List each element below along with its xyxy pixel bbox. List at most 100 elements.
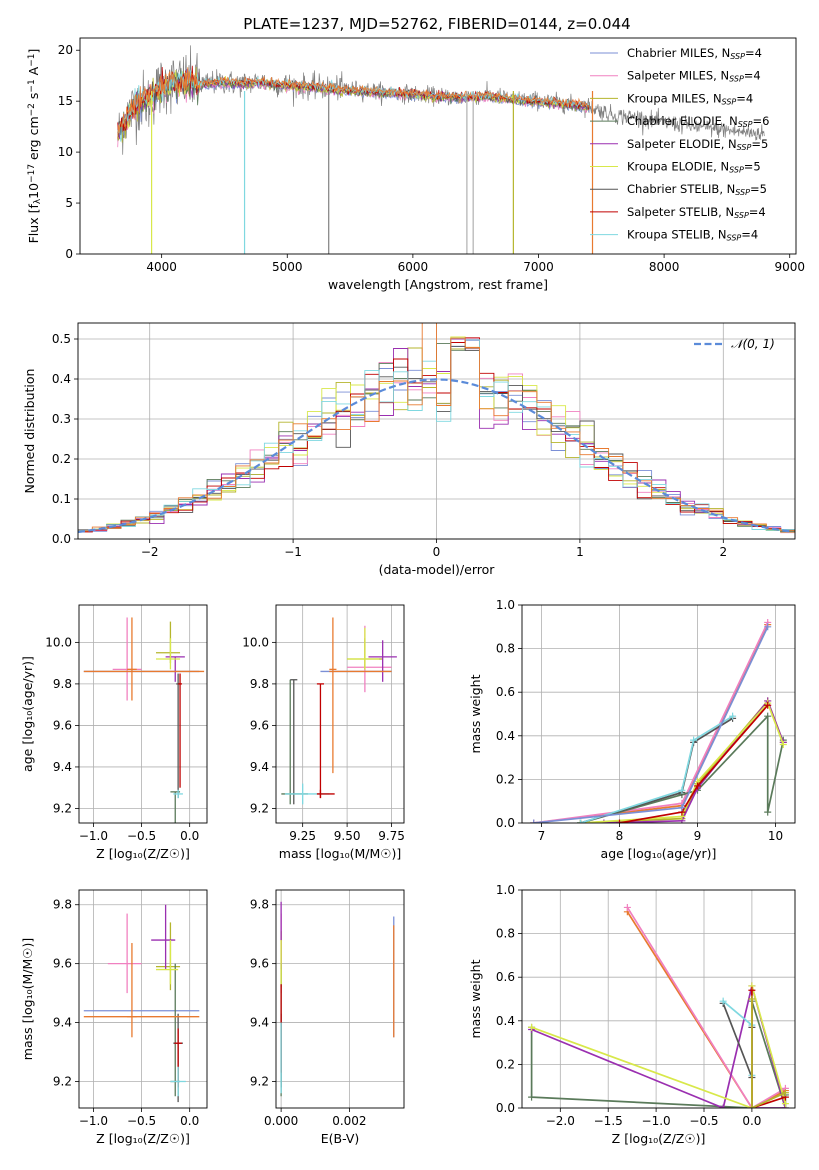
y-tick-label: 9.8 <box>250 677 269 691</box>
figure-title: PLATE=1237, MJD=52762, FIBERID=0144, z=0… <box>243 15 630 33</box>
y-tick-label: 9.4 <box>250 760 269 774</box>
x-axis-label: Z [log₁₀(Z/Z☉)] <box>612 1131 706 1146</box>
x-axis-label: mass [log₁₀(M/M☉)] <box>279 846 401 861</box>
mass-weight-marker <box>779 741 787 749</box>
plot-mass_vs_ebv: 0.000 0.002 9.2 9.4 9.6 9.8 E(B-V) <box>250 889 405 1146</box>
y-tick-label: 20 <box>58 43 73 57</box>
y-tick-label: 9.2 <box>250 1074 269 1088</box>
mass-weight-marker <box>528 1023 536 1031</box>
y-tick-label: 0.4 <box>496 729 515 743</box>
x-tick-label: −2 <box>141 545 159 559</box>
x-tick-label: −0.5 <box>689 1114 718 1128</box>
mass-weight-marker <box>764 701 772 709</box>
mass-weight-marker <box>748 986 756 994</box>
plot-area <box>276 605 404 823</box>
x-tick-label: 6000 <box>398 260 429 274</box>
mass-weight-line <box>626 911 786 1108</box>
legend-entry: Kroupa MILES, NSSP=4 <box>627 91 753 106</box>
mass-weight-marker <box>764 808 772 816</box>
legend-entry: Kroupa STELIB, NSSP=4 <box>627 228 758 243</box>
x-tick-label: 9.25 <box>289 829 316 843</box>
plot-mass_vs_z: −1.0 −0.5 0.0 9.2 9.4 9.6 9.8 Z [log₁₀(Z/Z☉)] ma… <box>20 889 208 1146</box>
x-tick-label: 0.0 <box>742 1114 761 1128</box>
mass-weight-marker <box>623 903 631 911</box>
legend-entry: Chabrier ELODIE, NSSP=6 <box>627 114 769 129</box>
y-tick-label: 0.8 <box>496 927 515 941</box>
y-tick-label: 0.8 <box>496 642 515 656</box>
y-tick-label: 0.0 <box>52 532 71 546</box>
plot-content <box>530 618 787 823</box>
x-axis-label: E(B-V) <box>321 1131 360 1146</box>
y-axis-label: mass weight <box>468 959 483 1038</box>
x-tick-label: 0.0 <box>180 829 199 843</box>
y-tick-label: 0.3 <box>52 412 71 426</box>
y-tick-label: 0.4 <box>52 372 71 386</box>
plot-age_vs_mass: 9.25 9.50 9.75 9.2 9.4 9.6 9.8 10.0 mass [log₁₀(… <box>242 604 405 861</box>
axes-frame <box>78 889 208 1109</box>
y-tick-label: 0.0 <box>496 1101 515 1115</box>
y-tick-label: 10.0 <box>45 635 72 649</box>
x-axis-label: (data-model)/error <box>379 562 496 577</box>
y-axis-label: age [log₁₀(age/yr)] <box>20 656 35 772</box>
plot-content <box>78 323 795 534</box>
x-tick-label: 0.0 <box>180 1114 199 1128</box>
y-tick-label: 0.4 <box>496 1014 515 1028</box>
y-tick-label: 9.4 <box>53 760 72 774</box>
mass-weight-line <box>580 715 734 823</box>
y-axis-label: mass [log₁₀(M/M☉)] <box>20 938 35 1060</box>
mass-weight-marker <box>764 623 772 631</box>
y-tick-label: 0.1 <box>52 492 71 506</box>
plot-content <box>528 903 789 1108</box>
plot-area <box>79 890 207 1108</box>
x-tick-label: 8000 <box>649 260 680 274</box>
x-tick-label: 9000 <box>774 260 805 274</box>
y-tick-label: 1.0 <box>496 598 515 612</box>
x-tick-label: −1 <box>284 545 302 559</box>
y-tick-label: 10.0 <box>242 635 269 649</box>
axes-frame <box>78 604 208 824</box>
normal-reference-curve <box>78 378 793 534</box>
x-axis-label: age [log₁₀(age/yr)] <box>601 846 717 861</box>
y-tick-label: 9.2 <box>250 801 269 815</box>
x-axis-label: Z [log₁₀(Z/Z☉)] <box>96 1131 190 1146</box>
y-tick-label: 0.6 <box>496 970 515 984</box>
x-tick-label: −0.5 <box>127 1114 156 1128</box>
mass-weight-marker <box>678 786 686 794</box>
mass-weight-marker <box>729 712 737 720</box>
plot-area <box>276 890 404 1108</box>
mass-weight-marker <box>690 736 698 744</box>
plot-mass_weight_vs_age: 7 8 9 10 0.0 0.2 0.4 0.6 0.8 1.0 age [log₁₀(age/yr… <box>468 598 796 861</box>
plot-content <box>83 904 200 1103</box>
x-tick-label: −1.0 <box>79 1114 108 1128</box>
mass-weight-marker <box>748 1104 756 1108</box>
plot-spectrum: 4000 5000 6000 7000 8000 9000 0 5 10 15 20 waveleng… <box>26 37 805 292</box>
model-spectrum <box>117 67 590 139</box>
y-tick-label: 0.6 <box>496 685 515 699</box>
plot-content <box>83 617 205 823</box>
y-tick-label: 9.6 <box>53 957 72 971</box>
mass-weight-line <box>751 999 786 1108</box>
plot-content <box>117 45 765 254</box>
x-tick-label: 9.50 <box>334 829 361 843</box>
x-tick-label: 0.002 <box>332 1114 366 1128</box>
y-tick-label: 9.8 <box>250 898 269 912</box>
y-tick-label: 0.2 <box>496 772 515 786</box>
y-tick-label: 15 <box>58 94 73 108</box>
x-axis-label: Z [log₁₀(Z/Z☉)] <box>96 846 190 861</box>
x-tick-label: 4000 <box>146 260 177 274</box>
x-tick-label: 8 <box>616 829 624 843</box>
x-tick-label: 10 <box>768 829 783 843</box>
axes-frame <box>521 604 796 824</box>
mass-weight-marker <box>764 712 772 720</box>
plot-content <box>280 901 395 1097</box>
mass-weight-line <box>619 704 769 823</box>
plot-age_vs_z: −1.0 −0.5 0.0 9.2 9.4 9.6 9.8 10.0 Z [log₁₀(Z/Z☉… <box>20 604 208 861</box>
x-tick-label: 7000 <box>523 260 554 274</box>
plot-residuals: −2 −1 0 1 2 0.0 0.1 0.2 0.3 0.4 0.5 (data-model)/er… <box>22 322 796 577</box>
x-tick-label: 0.000 <box>264 1114 298 1128</box>
y-axis-label: Normed distribution <box>22 369 37 494</box>
mass-weight-marker <box>577 819 584 823</box>
y-tick-label: 0.2 <box>52 452 71 466</box>
plot-area <box>79 605 207 823</box>
